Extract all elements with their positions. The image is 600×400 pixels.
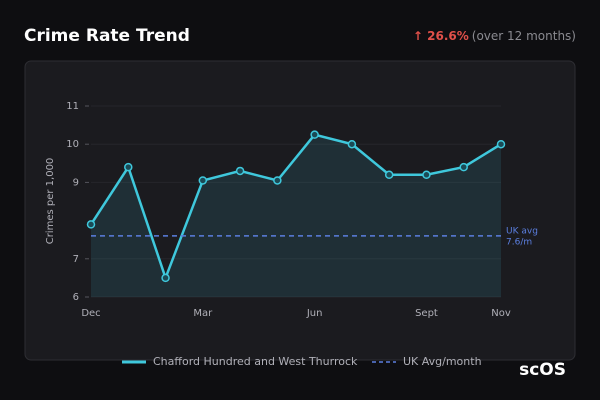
point [235,166,245,176]
watermark: scOS [519,360,566,380]
point [384,170,394,180]
x-tick-label: Nov [491,308,511,319]
reference-label: 7.6/m [506,237,532,247]
x-tick-label: Dec [81,308,100,319]
chart-title: Crime Rate Trend [24,26,190,46]
reference-label: UK avg [506,226,538,236]
point [124,162,133,172]
panel [24,60,576,361]
change: ↑ 26.6% (over 12 months) [413,29,576,43]
legend-label: Chafford Hundred and West Thurrock [153,355,358,368]
point [161,273,170,283]
y-tick-label: 7 [73,254,79,265]
y-tick-label: 10 [66,139,79,150]
legend-label: UK Avg/month [403,355,482,368]
point [273,176,282,185]
series-line [89,133,502,282]
point [198,176,208,185]
point [310,130,319,139]
point [496,139,506,149]
y-tick-label: 11 [66,101,79,112]
point [459,162,468,172]
y-tick-label: 9 [73,177,79,188]
x-tick-label: Jun [306,308,323,319]
point [347,139,357,149]
y-tick-label: 6 [73,292,79,303]
x-tick-label: Sept [415,308,438,319]
x-tick-label: Mar [193,308,213,319]
change-value: ↑ 26.6% [413,29,469,43]
point [422,170,431,180]
y-axis-label: Crimes per 1,000 [45,158,56,245]
point [86,220,96,229]
change-note: (over 12 months) [472,29,576,43]
